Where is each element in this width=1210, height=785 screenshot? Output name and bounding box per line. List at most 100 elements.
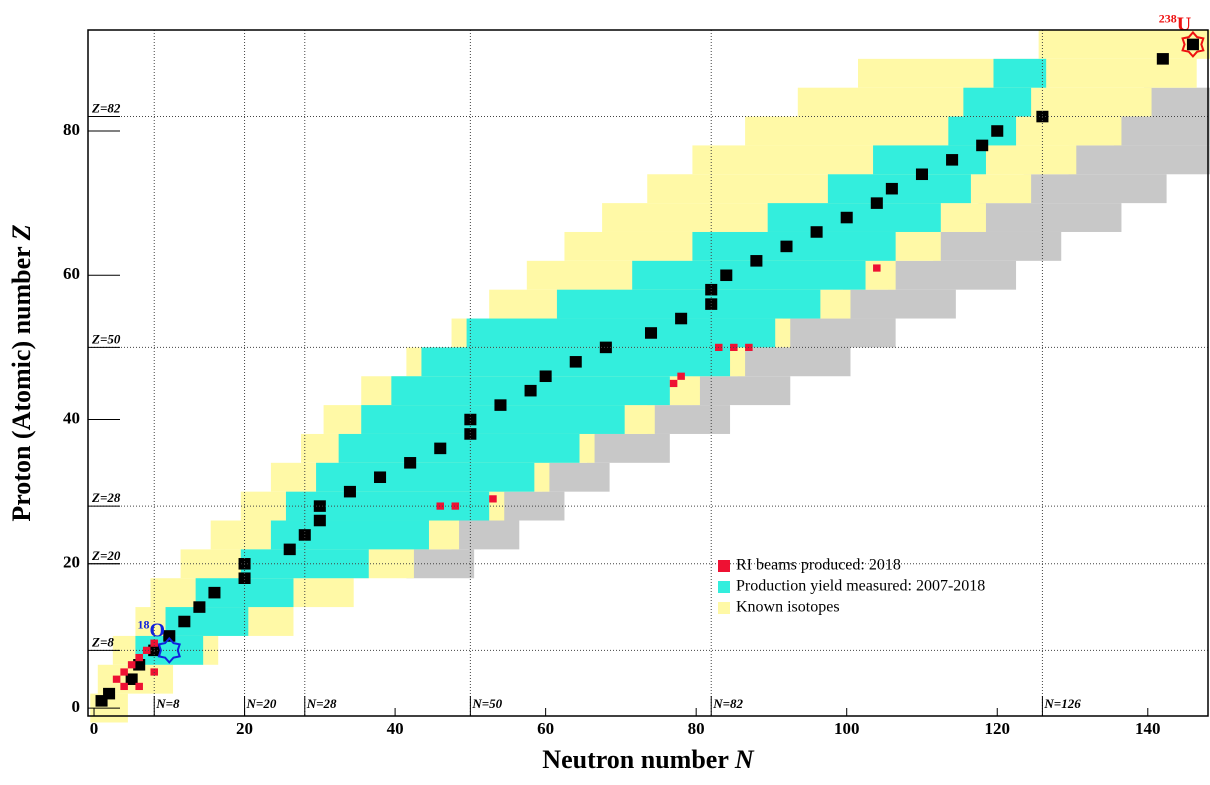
stable-isotope [125,673,138,685]
stable-isotope [103,687,116,700]
x-tick-label: 120 [984,719,1010,738]
stable-isotope [810,226,823,238]
ri-beam [135,682,143,691]
measured-isotopes [767,203,941,232]
ri-beam [489,495,497,503]
stable-isotope [283,543,296,556]
element-symbol: U [1177,13,1191,35]
ri-beam [150,639,158,647]
stable-isotope [434,442,447,455]
stable-isotope [208,586,221,599]
unknown-isotopes [541,462,610,492]
stable-isotope [915,168,928,181]
magic-z-label: Z=50 [91,331,121,346]
stable-isotope [374,471,387,484]
legend-label: Production yield measured: 2007-2018 [736,578,985,595]
y-title-symbol: Z [7,224,36,241]
stable-isotope [343,485,356,498]
magic-z-label: Z=20 [91,548,121,563]
mass-number: 238 [1159,11,1177,25]
magic-n-label: N=50 [471,696,502,711]
ri-beam [127,661,136,669]
unknown-isotopes [978,203,1122,232]
x-tick-label: 80 [688,719,705,738]
measured-isotopes [692,231,896,261]
plot-layer: N=8 N=20 N=28 N=50 N=82 N=126 Z=8 Z=20 Z=28 Z=50 Z… [88,30,1210,723]
magic-n-label: N=126 [1043,696,1081,711]
stable-isotope [946,154,959,166]
x-tick-label: 0 [90,719,99,738]
measured-isotopes [632,260,866,290]
unknown-isotopes [888,260,1017,290]
stable-isotope [464,413,477,426]
magic-n-label: N=82 [712,696,743,711]
measured-isotopes [993,58,1047,88]
unknown-isotopes [1023,174,1167,204]
stable-isotope [780,240,793,253]
magic-z-label: Z=28 [91,490,121,505]
stable-isotope [133,659,146,671]
stable-isotope [870,197,883,209]
ri-beam [150,668,158,676]
stable-isotope [193,601,206,613]
y-tick-label: 80 [63,120,80,139]
stable-isotope [705,298,718,310]
x-tick-label: 100 [834,719,860,738]
stable-isotope [569,356,582,368]
measured-isotopes [963,87,1032,117]
element-symbol: O [150,619,166,641]
x-tick-label: 40 [387,719,404,738]
y-tick-label: 40 [63,408,80,427]
stable-isotope [494,399,507,411]
magic-z-label: Z=82 [91,101,121,116]
measured-isotopes [827,174,971,204]
measured-isotopes [270,520,429,550]
ri-beam [120,668,128,676]
stable-isotope [464,428,477,440]
x-title-symbol: N [734,745,755,774]
unknown-isotopes [406,549,475,579]
magic-n-label: N=20 [246,696,277,711]
x-title-text: Neutron number [542,745,728,774]
stable-isotope [976,139,989,152]
stable-isotope [95,695,108,707]
known-isotopes [1038,30,1210,59]
special-nuclide [1181,30,1205,58]
unknown-isotopes [587,433,670,463]
unknown-isotopes [496,491,565,521]
measured-isotopes [556,289,821,319]
unknown-isotopes [451,520,520,550]
ri-beam [120,682,128,691]
unknown-isotopes [647,405,731,434]
y-axis-title: Proton (Atomic) number Z [7,224,36,521]
ri-beam [135,653,143,662]
legend-label: Known isotopes [736,599,840,616]
x-tick-label: 60 [537,719,554,738]
stable-isotope [644,327,658,339]
legend-label: RI beams produced: 2018 [736,557,901,574]
magic-n-label: N=8 [155,696,180,711]
unknown-isotopes [842,289,956,319]
known-isotopes [745,116,1122,146]
stable-isotope [238,572,251,584]
y-tick-label: 60 [63,264,80,283]
ri-beam [677,372,685,380]
x-tick-label: 140 [1135,719,1161,738]
stable-isotope [840,211,853,224]
stable-isotope [1186,38,1199,51]
unknown-isotopes [1068,145,1210,175]
legend-swatch [718,560,730,572]
ri-beam [142,646,151,654]
stable-isotope [991,125,1004,137]
legend-swatch [718,581,730,593]
stable-isotope [750,255,763,267]
stable-isotope [885,182,898,195]
unknown-isotopes [933,231,1062,261]
ri-beam [436,502,445,510]
stable-isotope [539,370,552,383]
stable-isotope [705,283,718,296]
stable-isotope [720,269,733,282]
unknown-isotopes [692,376,791,406]
stable-isotope [163,630,176,642]
